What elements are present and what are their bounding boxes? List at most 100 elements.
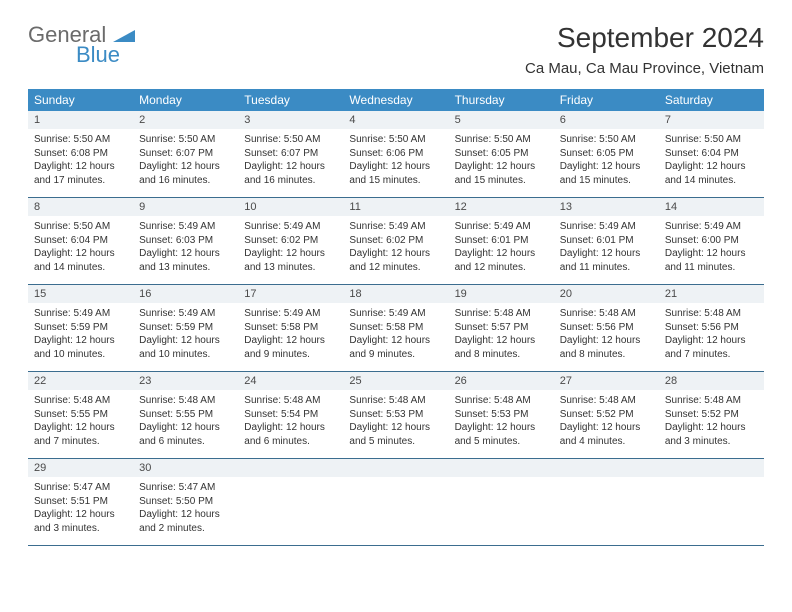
day-number: 21 [659, 285, 764, 303]
sunrise-line: Sunrise: 5:48 AM [560, 307, 653, 321]
calendar-cell [343, 477, 448, 545]
calendar-cell: Sunrise: 5:48 AMSunset: 5:52 PMDaylight:… [659, 390, 764, 458]
daylight-line-1: Daylight: 12 hours [244, 160, 337, 174]
sunset-line: Sunset: 6:02 PM [244, 234, 337, 248]
logo: General Blue [28, 22, 135, 68]
daynum-row: 2930 [28, 459, 764, 477]
day-number: 2 [133, 111, 238, 129]
daylight-line-2: and 8 minutes. [560, 348, 653, 362]
calendar-cell: Sunrise: 5:49 AMSunset: 6:01 PMDaylight:… [449, 216, 554, 284]
day-header: Saturday [659, 89, 764, 111]
daylight-line-2: and 9 minutes. [349, 348, 442, 362]
sunset-line: Sunset: 5:50 PM [139, 495, 232, 509]
daylight-line-1: Daylight: 12 hours [349, 334, 442, 348]
sunset-line: Sunset: 6:01 PM [560, 234, 653, 248]
daylight-line-1: Daylight: 12 hours [560, 160, 653, 174]
daylight-line-1: Daylight: 12 hours [139, 247, 232, 261]
daylight-line-2: and 16 minutes. [244, 174, 337, 188]
sunrise-line: Sunrise: 5:50 AM [244, 133, 337, 147]
day-number: 9 [133, 198, 238, 216]
day-number [238, 459, 343, 477]
calendar-cell: Sunrise: 5:47 AMSunset: 5:50 PMDaylight:… [133, 477, 238, 545]
day-number: 23 [133, 372, 238, 390]
sunrise-line: Sunrise: 5:50 AM [560, 133, 653, 147]
daylight-line-2: and 10 minutes. [34, 348, 127, 362]
day-number: 5 [449, 111, 554, 129]
day-number: 4 [343, 111, 448, 129]
daylight-line-2: and 6 minutes. [244, 435, 337, 449]
sunrise-line: Sunrise: 5:49 AM [139, 307, 232, 321]
day-number: 27 [554, 372, 659, 390]
daylight-line-2: and 14 minutes. [34, 261, 127, 275]
calendar-cell: Sunrise: 5:50 AMSunset: 6:06 PMDaylight:… [343, 129, 448, 197]
title-block: September 2024 Ca Mau, Ca Mau Province, … [525, 22, 764, 77]
sunrise-line: Sunrise: 5:48 AM [244, 394, 337, 408]
calendar-cell: Sunrise: 5:50 AMSunset: 6:08 PMDaylight:… [28, 129, 133, 197]
sunrise-line: Sunrise: 5:50 AM [349, 133, 442, 147]
daylight-line-2: and 12 minutes. [349, 261, 442, 275]
sunset-line: Sunset: 5:57 PM [455, 321, 548, 335]
calendar-cell: Sunrise: 5:49 AMSunset: 5:59 PMDaylight:… [28, 303, 133, 371]
sunset-line: Sunset: 6:01 PM [455, 234, 548, 248]
sunset-line: Sunset: 5:55 PM [34, 408, 127, 422]
calendar-cell [449, 477, 554, 545]
day-number: 16 [133, 285, 238, 303]
daylight-line-1: Daylight: 12 hours [34, 508, 127, 522]
day-number [343, 459, 448, 477]
daylight-line-2: and 5 minutes. [455, 435, 548, 449]
day-number: 22 [28, 372, 133, 390]
day-header: Wednesday [343, 89, 448, 111]
daylight-line-1: Daylight: 12 hours [560, 247, 653, 261]
daylight-line-2: and 15 minutes. [455, 174, 548, 188]
daylight-line-1: Daylight: 12 hours [349, 247, 442, 261]
calendar-cell: Sunrise: 5:49 AMSunset: 6:02 PMDaylight:… [238, 216, 343, 284]
day-number: 17 [238, 285, 343, 303]
sunrise-line: Sunrise: 5:48 AM [560, 394, 653, 408]
day-number: 20 [554, 285, 659, 303]
sunrise-line: Sunrise: 5:49 AM [244, 307, 337, 321]
sunrise-line: Sunrise: 5:49 AM [34, 307, 127, 321]
sunset-line: Sunset: 6:05 PM [560, 147, 653, 161]
calendar-cell: Sunrise: 5:50 AMSunset: 6:04 PMDaylight:… [28, 216, 133, 284]
calendar-cell: Sunrise: 5:48 AMSunset: 5:55 PMDaylight:… [133, 390, 238, 458]
calendar-cell: Sunrise: 5:49 AMSunset: 6:02 PMDaylight:… [343, 216, 448, 284]
daylight-line-1: Daylight: 12 hours [455, 334, 548, 348]
day-header: Sunday [28, 89, 133, 111]
daylight-line-2: and 15 minutes. [349, 174, 442, 188]
daylight-line-1: Daylight: 12 hours [34, 160, 127, 174]
daylight-line-1: Daylight: 12 hours [560, 334, 653, 348]
day-number: 30 [133, 459, 238, 477]
sunset-line: Sunset: 6:06 PM [349, 147, 442, 161]
daylight-line-1: Daylight: 12 hours [244, 247, 337, 261]
day-number: 7 [659, 111, 764, 129]
sunset-line: Sunset: 5:53 PM [349, 408, 442, 422]
sunset-line: Sunset: 5:55 PM [139, 408, 232, 422]
daylight-line-2: and 15 minutes. [560, 174, 653, 188]
sunrise-line: Sunrise: 5:48 AM [34, 394, 127, 408]
week-row: Sunrise: 5:50 AMSunset: 6:04 PMDaylight:… [28, 216, 764, 285]
sunrise-line: Sunrise: 5:50 AM [455, 133, 548, 147]
calendar: Sunday Monday Tuesday Wednesday Thursday… [28, 89, 764, 546]
sunset-line: Sunset: 5:56 PM [560, 321, 653, 335]
daylight-line-1: Daylight: 12 hours [560, 421, 653, 435]
calendar-cell: Sunrise: 5:48 AMSunset: 5:54 PMDaylight:… [238, 390, 343, 458]
calendar-cell: Sunrise: 5:50 AMSunset: 6:07 PMDaylight:… [133, 129, 238, 197]
daynum-row: 15161718192021 [28, 285, 764, 303]
daylight-line-2: and 11 minutes. [560, 261, 653, 275]
day-number: 1 [28, 111, 133, 129]
calendar-cell: Sunrise: 5:49 AMSunset: 6:03 PMDaylight:… [133, 216, 238, 284]
daylight-line-2: and 17 minutes. [34, 174, 127, 188]
daylight-line-1: Daylight: 12 hours [244, 334, 337, 348]
calendar-cell [238, 477, 343, 545]
daynum-row: 1234567 [28, 111, 764, 129]
daylight-line-1: Daylight: 12 hours [139, 160, 232, 174]
sunrise-line: Sunrise: 5:49 AM [244, 220, 337, 234]
calendar-cell: Sunrise: 5:50 AMSunset: 6:05 PMDaylight:… [449, 129, 554, 197]
sunset-line: Sunset: 5:59 PM [139, 321, 232, 335]
sunset-line: Sunset: 6:02 PM [349, 234, 442, 248]
daylight-line-1: Daylight: 12 hours [139, 421, 232, 435]
sunrise-line: Sunrise: 5:49 AM [349, 220, 442, 234]
day-header-row: Sunday Monday Tuesday Wednesday Thursday… [28, 89, 764, 111]
daylight-line-1: Daylight: 12 hours [34, 247, 127, 261]
daylight-line-1: Daylight: 12 hours [665, 334, 758, 348]
